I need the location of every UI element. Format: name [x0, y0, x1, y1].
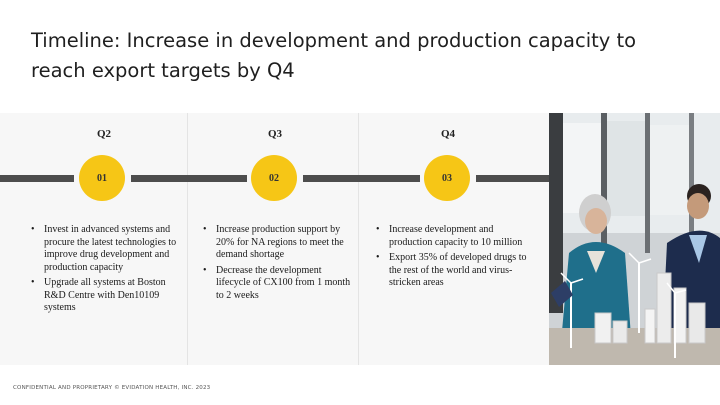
timeline-line [476, 175, 549, 182]
bullet-item: Increase development and production capa… [376, 224, 536, 249]
column-divider [187, 113, 188, 365]
step-number: 02 [269, 172, 279, 184]
step-2-bullets: Increase production support by 20% for N… [203, 224, 353, 305]
step-1-bullets: Invest in advanced systems and procure t… [31, 224, 181, 318]
column-divider [358, 113, 359, 365]
bullet-item: Invest in advanced systems and procure t… [31, 224, 181, 274]
bullet-item: Decrease the development lifecycle of CX… [203, 265, 353, 303]
bullet-item: Upgrade all systems at Boston R&D Centre… [31, 277, 181, 315]
timeline-line [303, 175, 420, 182]
quarter-label-q4: Q4 [440, 128, 456, 140]
footer-confidential: CONFIDENTIAL AND PROPRIETARY © EVIDATION… [13, 385, 211, 391]
timeline-line [131, 175, 247, 182]
bullet-item: Export 35% of developed drugs to the res… [376, 252, 536, 290]
step-number: 03 [442, 172, 452, 184]
team-photo [549, 113, 720, 365]
step-circle-01: 01 [79, 155, 125, 201]
step-3-bullets: Increase development and production capa… [376, 224, 536, 293]
slide-title: Timeline: Increase in development and pr… [31, 29, 637, 82]
quarter-label-q3: Q3 [267, 128, 283, 140]
bullet-item: Increase production support by 20% for N… [203, 224, 353, 262]
quarter-label-q2: Q2 [96, 128, 112, 140]
step-number: 01 [97, 172, 107, 184]
step-circle-03: 03 [424, 155, 470, 201]
step-circle-02: 02 [251, 155, 297, 201]
timeline-line [0, 175, 74, 182]
